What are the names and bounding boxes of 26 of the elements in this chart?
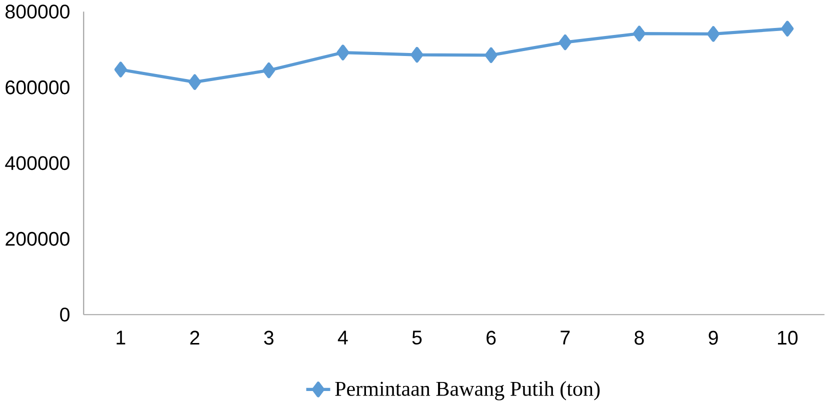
- point: [262, 62, 276, 78]
- x-tick-label: 8: [634, 330, 644, 345]
- point: [410, 46, 424, 62]
- x-tick-label: 2: [190, 330, 200, 344]
- y-tick-label: 400000: [5, 156, 70, 170]
- point: [781, 20, 794, 36]
- x-tick-label: 10: [778, 330, 798, 345]
- x-tick-label: 6: [486, 330, 496, 345]
- x-tick-label: 3: [264, 330, 274, 345]
- x-tick-label: 1: [116, 330, 126, 344]
- point: [336, 44, 350, 60]
- point: [114, 61, 127, 78]
- y-tick-label: 0: [60, 307, 70, 322]
- point: [632, 26, 646, 42]
- point: [707, 26, 720, 42]
- x-tick-label: 4: [338, 330, 348, 344]
- legend-label: Permintaan Bawang Putih (ton): [335, 380, 600, 400]
- y-tick-label: 200000: [6, 232, 70, 246]
- y-tick-label: 800000: [6, 4, 70, 18]
- point: [188, 74, 202, 90]
- point: [558, 34, 572, 50]
- x-tick-label: 7: [560, 330, 570, 344]
- y-tick-label: 600000: [6, 80, 70, 94]
- x-tick-label: 9: [708, 330, 718, 345]
- x-tick-label: 5: [412, 330, 422, 344]
- point: [484, 47, 498, 63]
